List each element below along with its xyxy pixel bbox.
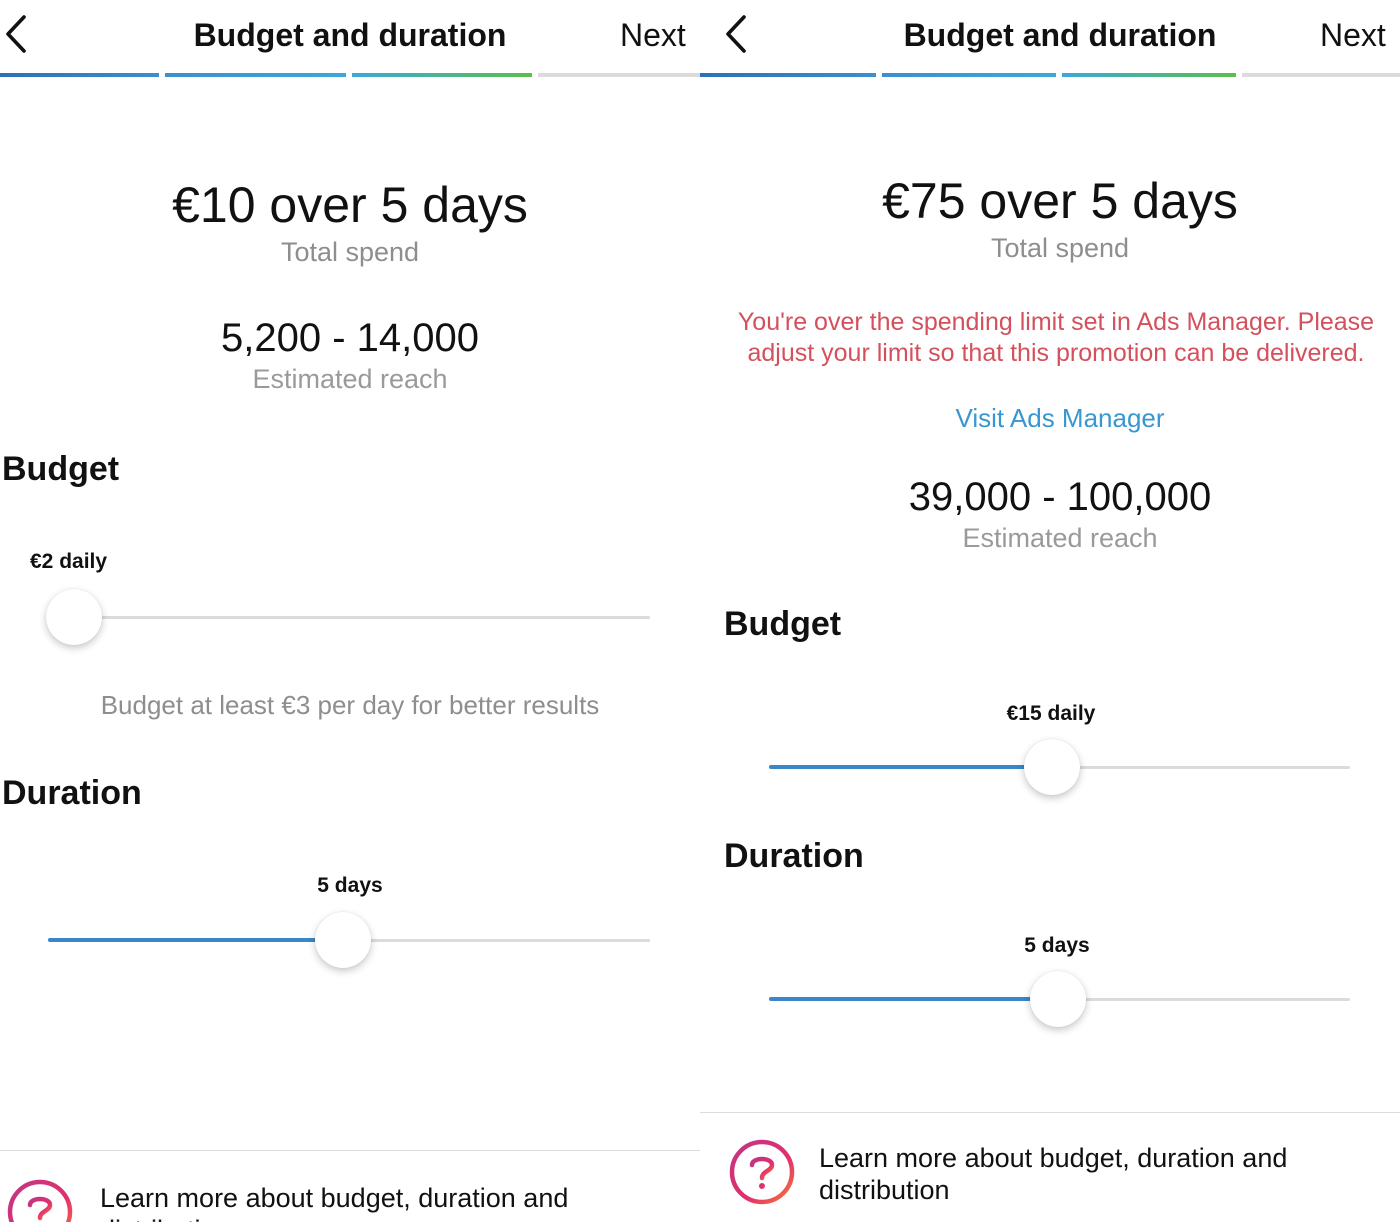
total-spend-label: Total spend [990, 233, 1130, 263]
progress-segment-1 [0, 73, 159, 77]
duration-value-label: 5 days [317, 874, 383, 897]
budget-hint: Budget at least €3 per day for better re… [100, 690, 600, 720]
progress-segment-4 [538, 73, 700, 77]
budget-heading: Budget [724, 605, 842, 643]
progress-segment-3 [1062, 73, 1236, 77]
duration-slider[interactable] [769, 970, 1350, 1030]
chevron-left-icon[interactable] [2, 14, 32, 54]
page-title: Budget and duration [193, 17, 507, 53]
total-spend-value: €10 over 5 days [172, 177, 528, 233]
slider-thumb[interactable] [1029, 971, 1086, 1027]
budget-slider[interactable] [46, 588, 650, 648]
estimated-reach-label: Estimated reach [962, 523, 1158, 553]
progress-segment-3 [352, 73, 532, 77]
next-button[interactable]: Next [620, 17, 686, 53]
slider-thumb[interactable] [46, 589, 102, 645]
right-screen: Budget and duration Next €75 over 5 days… [700, 0, 1400, 1222]
estimated-reach: 39,000 - 100,000 Estimated reach [710, 473, 1400, 555]
slider-fill [769, 997, 1058, 1001]
nav-bar: Budget and duration Next [0, 0, 700, 78]
total-spend: €10 over 5 days Total spend [0, 175, 700, 269]
question-mark-circle-icon[interactable] [728, 1138, 796, 1206]
spending-limit-warning: You're over the spending limit set in Ad… [737, 308, 1375, 367]
visit-ads-manager-link[interactable]: Visit Ads Manager [955, 403, 1165, 433]
next-button[interactable]: Next [1320, 17, 1386, 53]
slider-fill [769, 765, 1052, 769]
budget-value-label: €15 daily [1006, 702, 1096, 725]
question-mark-circle-icon[interactable] [6, 1178, 74, 1222]
duration-slider[interactable] [48, 911, 650, 971]
duration-heading: Duration [2, 774, 142, 812]
learn-more-link[interactable]: Learn more about budget, duration and di… [100, 1183, 569, 1222]
estimated-reach-value: 39,000 - 100,000 [908, 475, 1212, 519]
slider-track [50, 616, 650, 619]
slider-thumb[interactable] [314, 912, 371, 968]
footer-divider [0, 1150, 700, 1151]
slider-fill [48, 938, 343, 942]
nav-bar: Budget and duration Next [700, 0, 1400, 78]
duration-value-label: 5 days [1024, 934, 1090, 957]
total-spend-label: Total spend [280, 237, 420, 267]
progress-segment-4 [1242, 73, 1400, 77]
progress-segment-1 [700, 73, 876, 77]
estimated-reach-value: 5,200 - 14,000 [221, 316, 479, 360]
footer-divider [700, 1112, 1400, 1113]
budget-slider[interactable] [769, 738, 1350, 798]
total-spend-value: €75 over 5 days [882, 173, 1238, 229]
left-screen: Budget and duration Next €10 over 5 days… [0, 0, 700, 1222]
learn-more-link[interactable]: Learn more about budget, duration and di… [819, 1143, 1288, 1205]
total-spend: €75 over 5 days Total spend [710, 171, 1400, 265]
page-title: Budget and duration [903, 17, 1217, 53]
chevron-left-icon[interactable] [722, 14, 752, 54]
duration-heading: Duration [724, 837, 864, 875]
budget-heading: Budget [2, 450, 120, 488]
slider-thumb[interactable] [1023, 739, 1080, 795]
estimated-reach: 5,200 - 14,000 Estimated reach [0, 314, 700, 396]
progress-segment-2 [165, 73, 346, 77]
progress-segment-2 [882, 73, 1056, 77]
estimated-reach-label: Estimated reach [252, 364, 448, 394]
budget-value-label: €2 daily [30, 550, 108, 573]
